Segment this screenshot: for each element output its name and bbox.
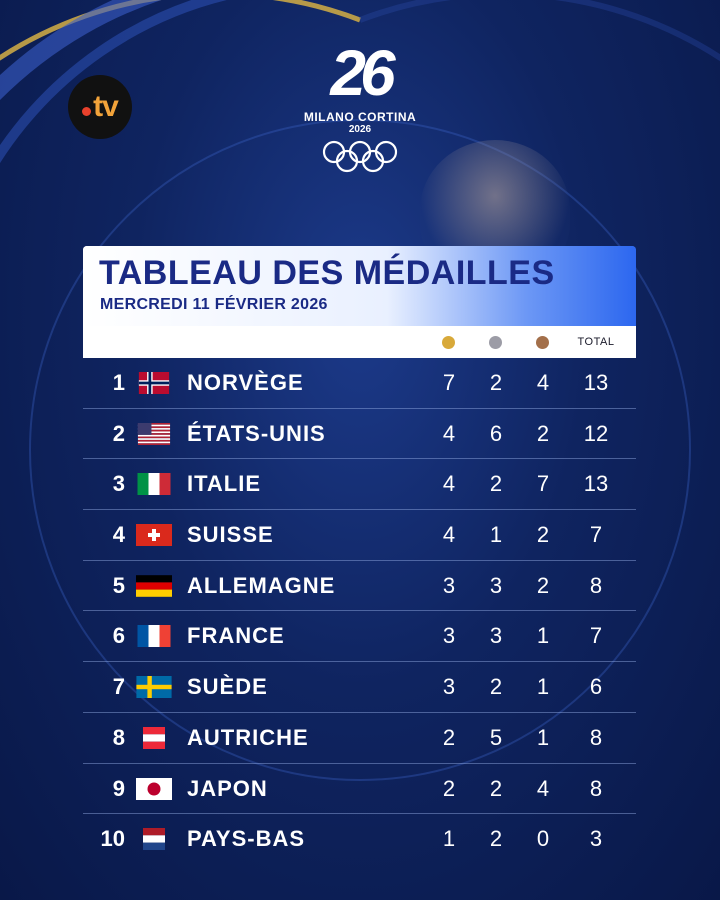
gold-count: 2 <box>442 724 456 750</box>
gold-count: 4 <box>442 522 456 548</box>
bronze-count: 1 <box>536 623 550 649</box>
rank: 6 <box>112 623 125 649</box>
gold-count: 2 <box>442 775 456 801</box>
bronze-count: 1 <box>536 724 550 750</box>
gold-count: 1 <box>442 826 456 852</box>
total-count: 13 <box>583 471 609 497</box>
country-name: SUÈDE <box>187 674 268 700</box>
total-count: 13 <box>583 370 609 395</box>
rank: 7 <box>112 674 125 700</box>
bronze-count: 1 <box>536 674 550 700</box>
gold-count: 4 <box>442 471 456 497</box>
bronze-count: 7 <box>536 471 550 497</box>
silver-count: 2 <box>489 471 503 497</box>
page-title: TABLEAU DES MÉDAILLES <box>99 254 555 292</box>
france-flag-icon <box>136 625 172 648</box>
sweden-flag-icon <box>136 676 172 699</box>
bronze-count: 4 <box>536 775 550 801</box>
table-row: 7 SUÈDE 3 2 1 6 <box>83 662 636 713</box>
silver-count: 2 <box>489 826 503 852</box>
total-count: 8 <box>589 572 603 598</box>
japan-flag-icon <box>136 777 172 800</box>
total-count: 12 <box>583 420 609 446</box>
total-count: 7 <box>589 623 603 649</box>
rank: 3 <box>112 471 125 497</box>
total-count: 8 <box>589 775 603 801</box>
bronze-count: 2 <box>536 522 550 548</box>
gold-count: 3 <box>442 674 456 700</box>
table-row: 5 ALLEMAGNE 3 3 2 8 <box>83 561 636 612</box>
rank: 4 <box>112 522 125 548</box>
silver-count: 2 <box>489 775 503 801</box>
bronze-count: 2 <box>536 572 550 598</box>
gold-medal-icon <box>442 336 455 349</box>
country-name: PAYS-BAS <box>187 826 306 852</box>
silver-count: 2 <box>489 674 503 700</box>
bronze-count: 4 <box>536 370 550 395</box>
broadcaster-logo: tv <box>68 75 132 139</box>
austria-flag-icon <box>136 726 172 749</box>
table-row: 4 SUISSE 4 1 2 7 <box>83 510 636 561</box>
country-name: JAPON <box>187 775 268 801</box>
germany-flag-icon <box>136 574 172 597</box>
total-count: 3 <box>589 826 603 852</box>
table-row: 10 PAYS-BAS 1 2 0 3 <box>83 814 636 864</box>
silver-count: 6 <box>489 420 503 446</box>
total-count: 7 <box>589 522 603 548</box>
table-row: 3 ITALIE 4 2 7 13 <box>83 459 636 511</box>
gold-count: 4 <box>442 420 456 446</box>
country-name: ITALIE <box>187 471 262 497</box>
switzerland-flag-icon <box>136 524 172 547</box>
logo-dot-icon <box>82 106 92 116</box>
gold-count: 7 <box>442 370 456 395</box>
country-name: AUTRICHE <box>187 724 309 750</box>
rank: 5 <box>112 572 125 598</box>
table-row: 6 FRANCE 3 3 1 7 <box>83 611 636 663</box>
olympic-rings-icon <box>322 140 398 173</box>
gold-count: 3 <box>442 572 456 598</box>
rank: 8 <box>112 724 125 750</box>
rank: 2 <box>112 420 125 446</box>
country-name: SUISSE <box>187 522 274 548</box>
rank: 9 <box>112 775 125 801</box>
rank: 10 <box>100 826 125 852</box>
table-header: TABLEAU DES MÉDAILLES MERCREDI 11 FÉVRIE… <box>83 246 636 326</box>
bronze-count: 2 <box>536 420 550 446</box>
silver-count: 2 <box>489 370 503 395</box>
country-name: FRANCE <box>187 623 285 649</box>
table-row: 2 ÉTATS-UNIS 4 6 2 12 <box>83 409 636 460</box>
country-name: ÉTATS-UNIS <box>187 420 326 446</box>
table-row: 9 JAPON 2 2 4 8 <box>83 764 636 815</box>
country-name: NORVÈGE <box>187 370 304 395</box>
column-header-row: TOTAL <box>83 326 636 358</box>
total-count: 8 <box>589 724 603 750</box>
italy-flag-icon <box>136 473 172 496</box>
table-row: 8 AUTRICHE 2 5 1 8 <box>83 713 636 764</box>
olympics-logo: 26 MILANO CORTINA 2026 <box>290 38 430 178</box>
total-count: 6 <box>589 674 603 700</box>
medal-table: 1 NORVÈGE 7 2 4 13 2 ÉTATS-UNIS 4 6 2 12… <box>83 358 636 864</box>
date-label: MERCREDI 11 FÉVRIER 2026 <box>100 296 328 313</box>
netherlands-flag-icon <box>136 828 172 851</box>
gold-count: 3 <box>442 623 456 649</box>
silver-count: 3 <box>489 623 503 649</box>
total-column-header: TOTAL <box>577 336 615 348</box>
rank: 1 <box>112 370 125 395</box>
table-row: 1 NORVÈGE 7 2 4 13 <box>83 358 636 409</box>
silver-count: 1 <box>489 522 503 548</box>
usa-flag-icon <box>136 422 172 445</box>
country-name: ALLEMAGNE <box>187 572 336 598</box>
silver-count: 3 <box>489 572 503 598</box>
silver-count: 5 <box>489 724 503 750</box>
bronze-count: 0 <box>536 826 550 852</box>
silver-medal-icon <box>489 336 502 349</box>
norway-flag-icon <box>136 372 172 394</box>
bronze-medal-icon <box>536 336 549 349</box>
